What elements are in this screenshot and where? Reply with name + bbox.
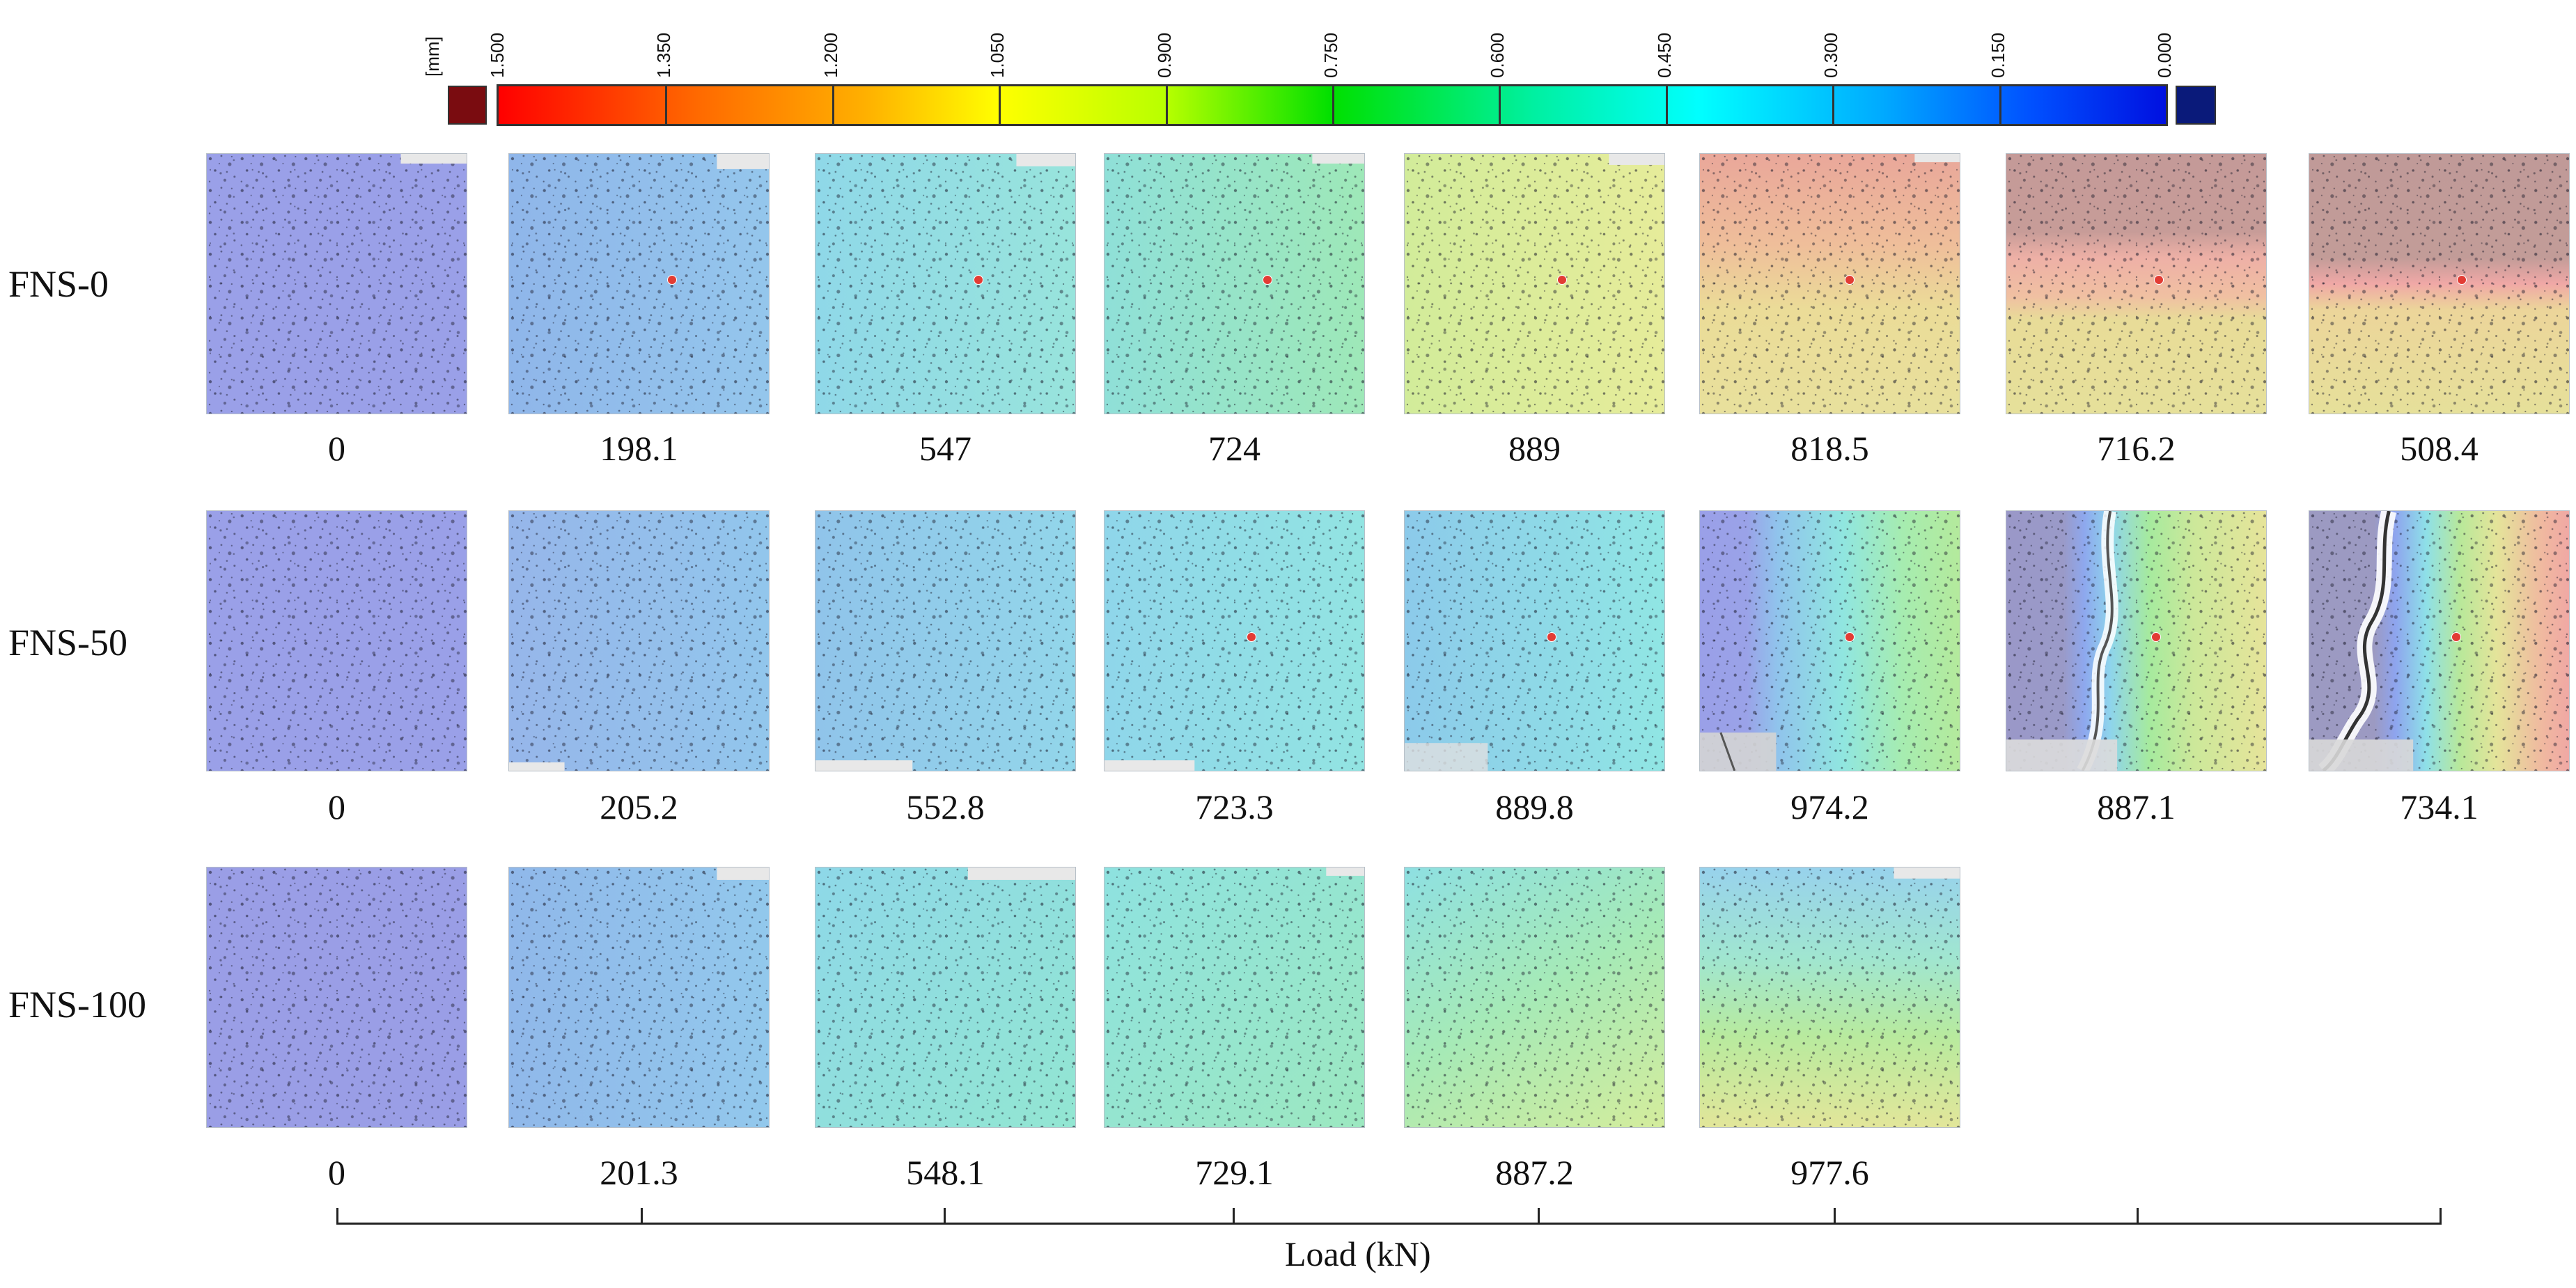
load-axis-tick xyxy=(1233,1208,1235,1225)
dic-displacement-field xyxy=(2309,510,2570,771)
colorbar-tick xyxy=(1499,86,1501,124)
load-value: 889 xyxy=(1508,429,1561,468)
load-value: 0 xyxy=(328,429,345,468)
colorbar-label: 0.150 xyxy=(1987,32,2008,78)
colorbar-unit: [mm] xyxy=(422,36,443,77)
row-label-fns-0: FNS-0 xyxy=(8,263,109,305)
colorbar-tick xyxy=(832,86,834,124)
colorbar xyxy=(497,84,2168,126)
load-axis-tick xyxy=(336,1208,338,1225)
row-label-fns-100: FNS-100 xyxy=(8,984,147,1026)
dic-displacement-field xyxy=(206,867,467,1128)
load-axis-tick xyxy=(2440,1208,2442,1225)
load-value: 974.2 xyxy=(1790,787,1869,826)
colorbar-label: 0.300 xyxy=(1820,32,1842,78)
load-value: 552.8 xyxy=(906,787,985,826)
load-value: 734.1 xyxy=(2400,787,2479,826)
measurement-point-marker xyxy=(1844,632,1855,642)
dic-displacement-field xyxy=(508,153,770,414)
measurement-point-marker xyxy=(1247,632,1256,642)
dic-displacement-field xyxy=(508,867,770,1128)
dic-displacement-field xyxy=(1404,510,1665,771)
load-value: 548.1 xyxy=(906,1153,985,1192)
load-value: 716.2 xyxy=(2097,429,2176,468)
measurement-point-marker xyxy=(2150,632,2161,642)
colorbar-tick xyxy=(999,86,1001,124)
dic-displacement-field xyxy=(1699,153,1960,414)
dic-displacement-field xyxy=(1404,153,1665,414)
dic-displacement-field xyxy=(815,867,1076,1128)
measurement-point-marker xyxy=(2456,275,2467,285)
dic-displacement-field xyxy=(2006,153,2267,414)
colorbar-label: 0.750 xyxy=(1320,32,1341,78)
measurement-point-marker xyxy=(973,275,983,285)
dic-displacement-field xyxy=(1104,153,1365,414)
colorbar-over-swatch xyxy=(448,86,487,125)
colorbar-label: 1.050 xyxy=(987,32,1008,78)
colorbar-label: 0.450 xyxy=(1653,32,1675,78)
load-value: 977.6 xyxy=(1790,1153,1869,1192)
dic-displacement-field xyxy=(815,153,1076,414)
dic-displacement-field xyxy=(508,510,770,771)
colorbar-label: 0.600 xyxy=(1487,32,1508,78)
load-value: 729.1 xyxy=(1195,1153,1274,1192)
load-value: 818.5 xyxy=(1790,429,1869,468)
load-value: 547 xyxy=(919,429,971,468)
colorbar-under-swatch xyxy=(2176,86,2216,125)
colorbar-tick xyxy=(665,86,668,124)
colorbar-label: 1.200 xyxy=(820,32,841,78)
dic-displacement-field xyxy=(206,510,467,771)
measurement-point-marker xyxy=(2153,275,2164,285)
measurement-point-marker xyxy=(1557,275,1567,285)
load-value: 724 xyxy=(1208,429,1260,468)
colorbar-label: 0.000 xyxy=(2154,32,2175,78)
load-value: 723.3 xyxy=(1195,787,1274,826)
load-axis-title: Load (kN) xyxy=(1285,1234,1431,1273)
dic-displacement-field xyxy=(1104,867,1365,1128)
colorbar-tick xyxy=(1332,86,1334,124)
dic-displacement-field xyxy=(1104,510,1365,771)
colorbar-label: 1.350 xyxy=(653,32,675,78)
colorbar-tick xyxy=(1165,86,1168,124)
measurement-point-marker xyxy=(2451,632,2461,642)
load-axis-tick xyxy=(2137,1208,2139,1225)
load-axis-tick xyxy=(1538,1208,1540,1225)
load-value: 887.1 xyxy=(2097,787,2176,826)
measurement-point-marker xyxy=(1547,632,1556,642)
dic-displacement-field xyxy=(815,510,1076,771)
colorbar-label: 1.500 xyxy=(487,32,508,78)
load-value: 0 xyxy=(328,787,345,826)
load-value: 889.8 xyxy=(1495,787,1574,826)
dic-displacement-field xyxy=(2309,153,2570,414)
colorbar-tick xyxy=(1832,86,1835,124)
load-value: 205.2 xyxy=(600,787,678,826)
dic-displacement-field xyxy=(1699,867,1960,1128)
load-axis-tick xyxy=(1834,1208,1836,1225)
measurement-point-marker xyxy=(666,275,677,285)
load-axis-line xyxy=(336,1223,2442,1225)
load-value: 887.2 xyxy=(1495,1153,1574,1192)
load-value: 198.1 xyxy=(600,429,678,468)
colorbar-tick xyxy=(1665,86,1668,124)
colorbar-tick xyxy=(1999,86,2001,124)
colorbar-label: 0.900 xyxy=(1153,32,1175,78)
row-label-fns-50: FNS-50 xyxy=(8,622,128,663)
load-value: 0 xyxy=(328,1153,345,1192)
measurement-point-marker xyxy=(1844,275,1855,285)
dic-displacement-field xyxy=(206,153,467,414)
measurement-point-marker xyxy=(1262,275,1272,285)
load-value: 201.3 xyxy=(600,1153,678,1192)
dic-displacement-field xyxy=(2006,510,2267,771)
dic-displacement-field xyxy=(1404,867,1665,1128)
load-value: 508.4 xyxy=(2400,429,2479,468)
dic-displacement-field xyxy=(1699,510,1960,771)
load-axis-tick xyxy=(944,1208,946,1225)
load-axis-tick xyxy=(641,1208,643,1225)
